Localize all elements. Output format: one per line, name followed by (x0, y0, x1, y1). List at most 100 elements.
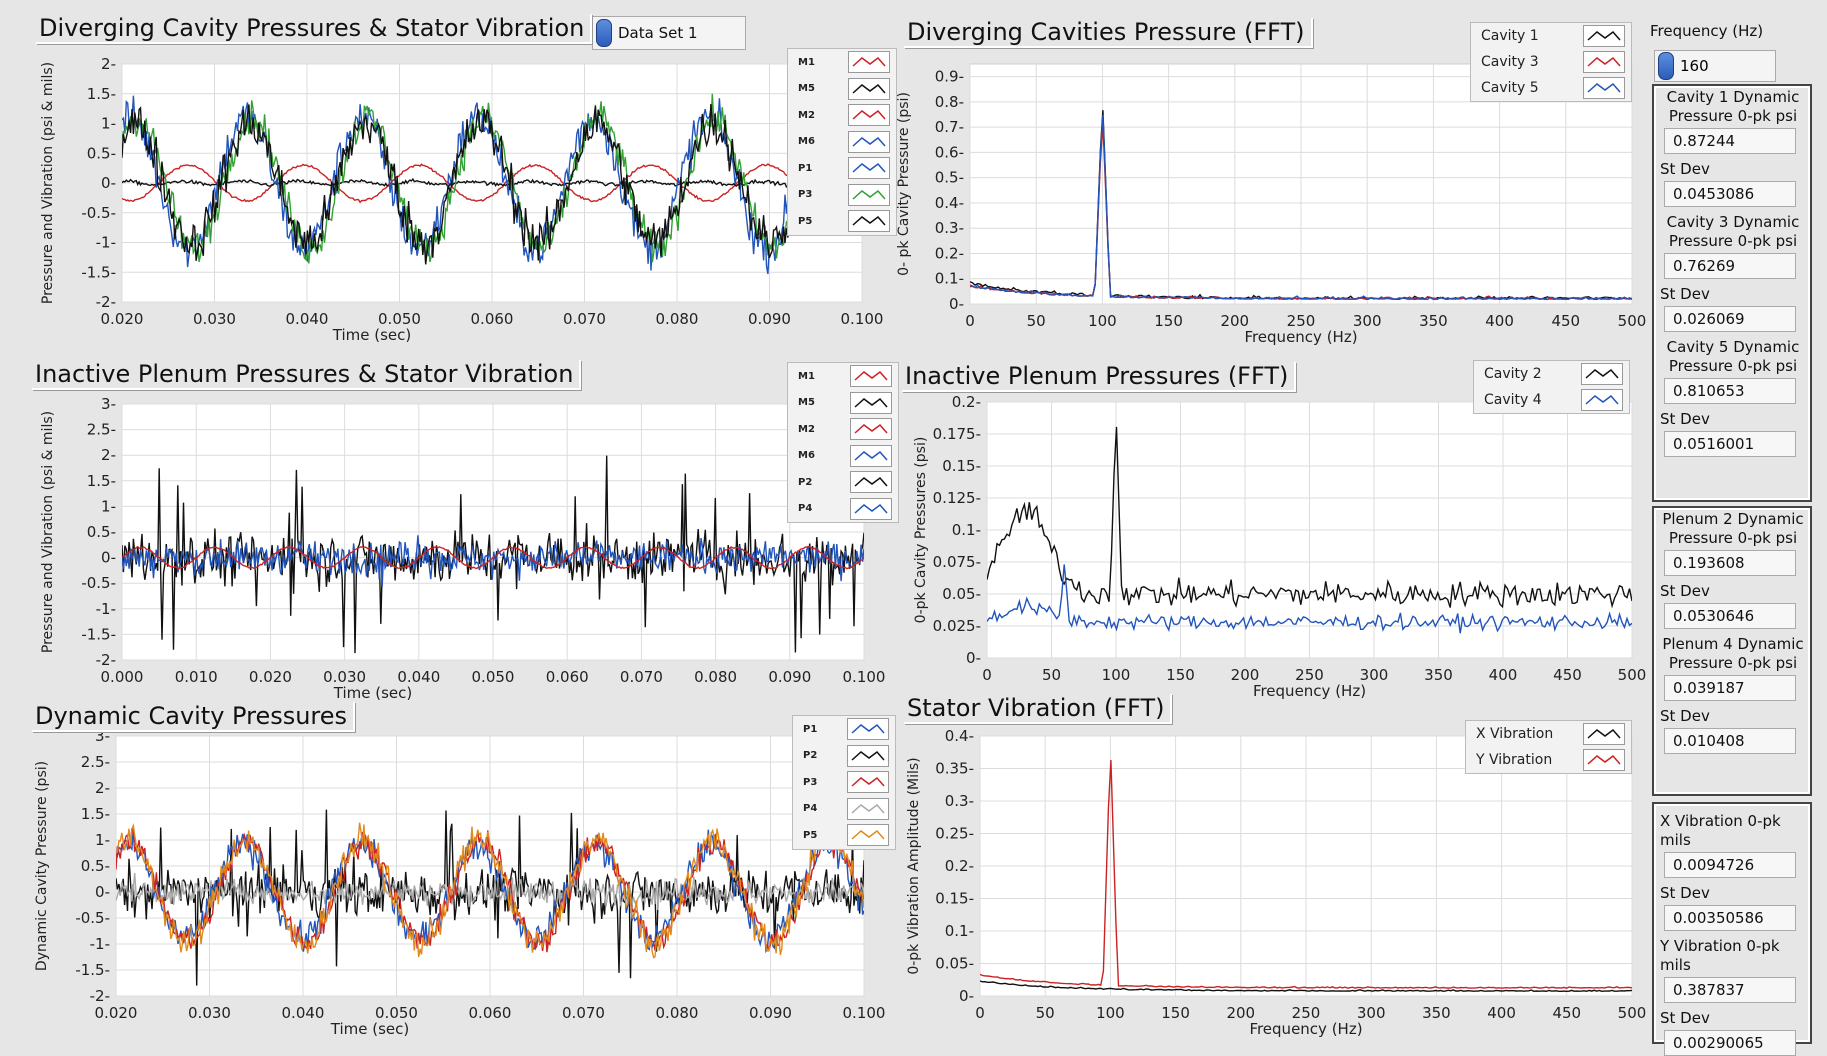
legend-item[interactable]: M2 (788, 416, 898, 443)
frequency-label: Frequency (Hz) (1650, 22, 1764, 40)
pln-fft-ytick: 0- (966, 649, 981, 667)
frequency-input[interactable]: 160 (1654, 50, 1776, 82)
y-vibration-value: 0.387837 (1664, 977, 1796, 1003)
plenum-time-title: Inactive Plenum Pressures & Stator Vibra… (32, 360, 582, 390)
legend-label: P1 (803, 723, 818, 735)
legend-item[interactable]: X Vibration (1466, 721, 1631, 747)
cav-time-xlabel: Time (sec) (330, 1020, 409, 1038)
plenum4-stdev: 0.010408 (1664, 728, 1796, 754)
div-fft-ytick: 0.2- (935, 244, 964, 262)
legend-swatch-icon (847, 771, 889, 794)
legend-item[interactable]: P2 (793, 743, 895, 770)
legend-item[interactable]: P1 (793, 716, 895, 743)
pln-fft-xtick: 0 (982, 666, 992, 684)
legend-label: P2 (803, 750, 818, 762)
legend-item[interactable]: M1 (788, 363, 898, 390)
div-time-xtick: 0.020 (101, 310, 144, 328)
legend-item[interactable]: Y Vibration (1466, 747, 1631, 773)
legend-item[interactable]: M6 (788, 443, 898, 470)
cav-time-xtick: 0.050 (375, 1004, 418, 1022)
frequency-spinner-icon[interactable] (1658, 52, 1674, 80)
legend-item[interactable]: P4 (788, 496, 898, 523)
legend-swatch-icon (1583, 25, 1625, 47)
legend-item[interactable]: P5 (793, 822, 895, 849)
legend-item[interactable]: M2 (788, 102, 896, 129)
vib-fft-ytick: 0.25- (935, 825, 974, 843)
legend-label: M2 (798, 109, 815, 121)
legend-item[interactable]: Cavity 3 (1471, 49, 1631, 75)
div-time-legend: M1 M5 M2 M6 P1 P3 P5 (787, 48, 897, 236)
plenum4-stdev-label: St Dev (1660, 707, 1710, 725)
legend-item[interactable]: P2 (788, 469, 898, 496)
vib-fft-xlabel: Frequency (Hz) (1249, 1020, 1362, 1038)
cavity3-label: Cavity 3 Dynamic Pressure 0-pk psi (1666, 213, 1800, 250)
div-time-xtick: 0.040 (286, 310, 329, 328)
legend-swatch-icon (1583, 723, 1625, 745)
legend-item[interactable]: P5 (788, 208, 896, 235)
legend-swatch-icon (848, 130, 890, 153)
legend-item[interactable]: M1 (788, 49, 896, 76)
cavity5-label: Cavity 5 Dynamic Pressure 0-pk psi (1666, 338, 1800, 375)
cavity1-stdev-label: St Dev (1660, 160, 1710, 178)
legend-swatch-icon (1581, 389, 1623, 411)
legend-item[interactable]: P4 (793, 796, 895, 823)
vib-fft-ylabel: 0-pk Vibration Amplitude (Mils) (906, 757, 922, 974)
div-time-xtick: 0.050 (378, 310, 421, 328)
pln-time-ylabel: Pressure and Vibration (psi & mils) (40, 411, 56, 653)
div-fft-ytick: 0.6- (935, 143, 964, 161)
div-fft-ytick: 0.8- (935, 93, 964, 111)
cav-time-xtick: 0.030 (188, 1004, 231, 1022)
div-fft-ytick: 0.5- (935, 169, 964, 187)
legend-item[interactable]: Cavity 4 (1474, 387, 1629, 413)
vib-fft-ytick: 0.4- (945, 727, 974, 745)
div-fft-xtick: 0 (965, 312, 975, 330)
plenum-fft-title: Inactive Plenum Pressures (FFT) (902, 362, 1297, 392)
div-time-xtick: 0.080 (656, 310, 699, 328)
vib-fft-series-x-vibration (980, 980, 1632, 993)
legend-swatch-icon (848, 77, 890, 100)
dataset-value: Data Set 1 (618, 24, 698, 42)
dataset-selector[interactable]: Data Set 1 (592, 16, 746, 50)
cav-time-xtick: 0.090 (749, 1004, 792, 1022)
legend-swatch-icon (1581, 363, 1623, 385)
legend-label: M1 (798, 370, 815, 382)
legend-swatch-icon (850, 497, 892, 520)
legend-label: Y Vibration (1476, 752, 1553, 768)
legend-label: P4 (803, 803, 818, 815)
legend-swatch-icon (847, 824, 889, 847)
legend-item[interactable]: P3 (788, 182, 896, 209)
pln-time-ytick: -1- (96, 600, 116, 618)
div-fft-xlabel: Frequency (Hz) (1244, 328, 1357, 346)
legend-item[interactable]: Cavity 2 (1474, 361, 1629, 387)
legend-item[interactable]: M5 (788, 76, 896, 103)
legend-item[interactable]: Cavity 5 (1471, 75, 1631, 101)
pln-time-ytick: 2.5- (87, 421, 116, 439)
legend-item[interactable]: M6 (788, 129, 896, 156)
legend-label: P5 (798, 215, 813, 227)
cav-time-legend: P1 P2 P3 P4 P5 (792, 715, 896, 850)
cavity1-label: Cavity 1 Dynamic Pressure 0-pk psi (1666, 88, 1800, 125)
legend-label: P3 (803, 776, 818, 788)
div-time-ytick: -1.5- (81, 263, 116, 281)
vib-fft-ytick: 0.05- (935, 955, 974, 973)
legend-label: P3 (798, 189, 813, 201)
legend-label: P5 (803, 829, 818, 841)
legend-item[interactable]: Cavity 1 (1471, 23, 1631, 49)
legend-item[interactable]: P1 (788, 155, 896, 182)
legend-label: M5 (798, 397, 815, 409)
legend-swatch-icon (848, 51, 890, 74)
vib-fft-series-y-vibration (980, 759, 1632, 989)
vib-fft-xtick: 50 (1036, 1004, 1055, 1022)
dataset-spinner-icon[interactable] (596, 19, 612, 47)
vib-fft-xtick: 200 (1226, 1004, 1255, 1022)
pln-fft-ytick: 0.05- (942, 585, 981, 603)
div-fft-ylabel: 0- pk Cavity Pressure (psi) (896, 92, 912, 276)
vib-fft-ytick: 0.2- (945, 857, 974, 875)
cav-time-ytick: 2- (95, 779, 110, 797)
cavity1-value: 0.87244 (1664, 128, 1796, 154)
div-fft-xtick: 250 (1287, 312, 1316, 330)
legend-item[interactable]: P3 (793, 769, 895, 796)
vib-fft-xtick: 350 (1422, 1004, 1451, 1022)
legend-item[interactable]: M5 (788, 390, 898, 417)
